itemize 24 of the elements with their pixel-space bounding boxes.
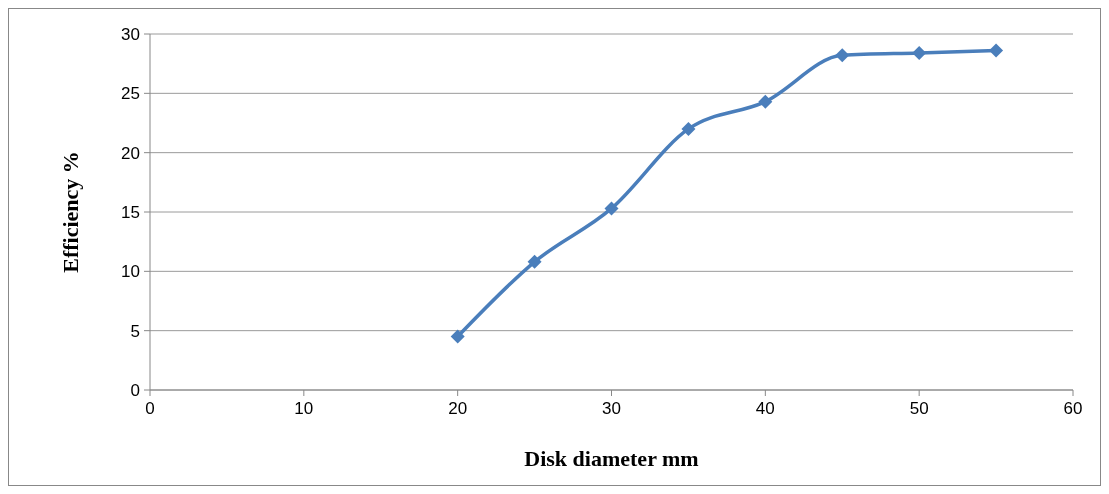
y-tick-label: 15 [121, 202, 140, 222]
point [835, 48, 850, 63]
x-tick-label: 50 [909, 399, 929, 418]
y-tick-label: 5 [130, 321, 140, 341]
point [989, 43, 1004, 58]
point [758, 94, 773, 109]
point [604, 201, 619, 216]
x-tick-label: 20 [448, 399, 468, 418]
y-tick-label: 20 [121, 143, 140, 163]
point [912, 45, 927, 60]
x-tick-label: 10 [294, 399, 314, 418]
y-tick-label: 25 [121, 84, 140, 104]
point [681, 121, 696, 136]
y-tick-label: 30 [121, 24, 140, 44]
y-axis-title: Efficiency % [58, 151, 83, 273]
x-tick-label: 30 [602, 399, 621, 418]
x-tick-label: 60 [1063, 399, 1083, 418]
point [527, 254, 542, 269]
x-axis-title: Disk diameter mm [524, 446, 699, 471]
point [450, 329, 465, 344]
y-tick-label: 0 [130, 380, 140, 400]
x-tick-label: 0 [145, 399, 155, 418]
y-tick-label: 10 [121, 262, 140, 282]
x-tick-label: 40 [755, 399, 775, 418]
